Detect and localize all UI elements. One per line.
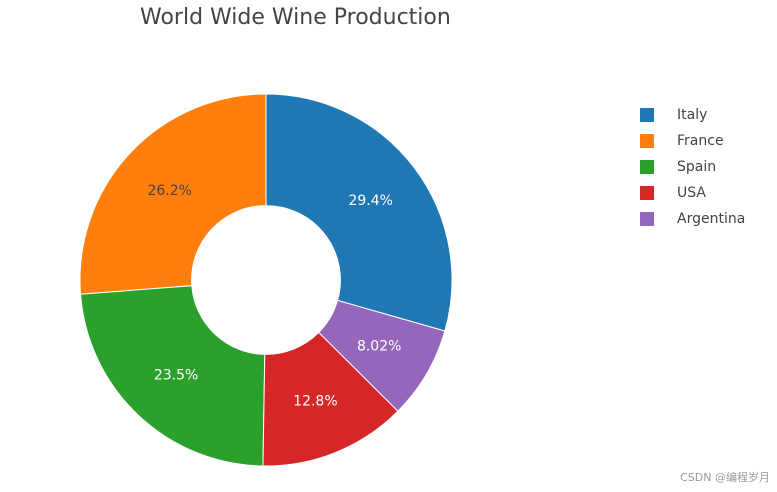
watermark: CSDN @编程岁月	[680, 470, 770, 484]
legend-swatch	[640, 134, 654, 148]
legend-label: USA	[677, 185, 706, 201]
slice-label: 8.02%	[357, 338, 401, 354]
slice-label: 12.8%	[293, 394, 337, 410]
legend-swatch	[640, 160, 654, 174]
chart-title: World Wide Wine Production	[140, 5, 451, 30]
legend-swatch	[640, 212, 654, 226]
pie-slice	[79, 93, 267, 295]
legend-label: Argentina	[677, 211, 745, 227]
legend-label: Spain	[677, 159, 716, 175]
legend-label: Italy	[677, 107, 707, 123]
pie-slice	[80, 285, 266, 467]
pie-slice	[265, 93, 453, 332]
pie-slice	[318, 299, 446, 412]
legend-swatch	[640, 186, 654, 200]
pie-slice	[262, 331, 399, 467]
slice-label: 26.2%	[147, 183, 191, 199]
slice-label: 23.5%	[154, 368, 198, 384]
legend-label: France	[677, 133, 724, 149]
legend-swatch	[640, 108, 654, 122]
slice-label: 29.4%	[348, 193, 392, 209]
